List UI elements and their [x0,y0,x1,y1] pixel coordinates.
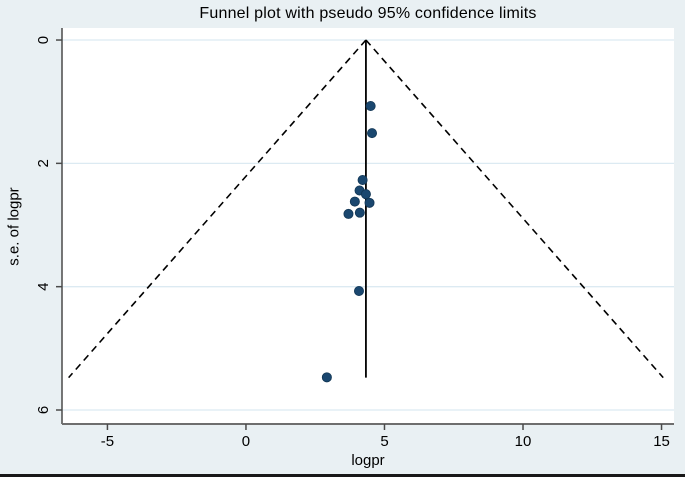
data-point [321,372,332,383]
data-point [354,207,365,218]
bottom-border-line [0,474,685,477]
funnel-limit-line-left [68,39,367,379]
x-tick-label: 0 [242,433,250,450]
y-tick-label: 4 [35,283,52,291]
plot-area [62,28,674,424]
data-point [360,189,371,200]
data-point [343,208,354,219]
y-axis-label: s.e. of logpr [5,187,23,266]
data-point [367,128,378,139]
data-point [357,174,368,185]
x-tick-label: 5 [380,433,388,450]
x-axis-label: logpr [351,452,385,469]
data-point [365,101,376,112]
data-point [353,285,364,296]
y-tick-label: 6 [35,406,52,414]
data-point [349,196,360,207]
data-point [364,197,375,208]
x-tick-label: 10 [515,433,532,450]
chart-title: Funnel plot with pseudo 95% confidence l… [199,5,537,22]
x-tick-label: 15 [653,433,670,450]
y-tick-label: 0 [35,36,52,44]
y-tick-label: 2 [35,159,52,167]
funnel-limit-line-right [365,39,664,379]
x-tick-label: -5 [101,433,114,450]
